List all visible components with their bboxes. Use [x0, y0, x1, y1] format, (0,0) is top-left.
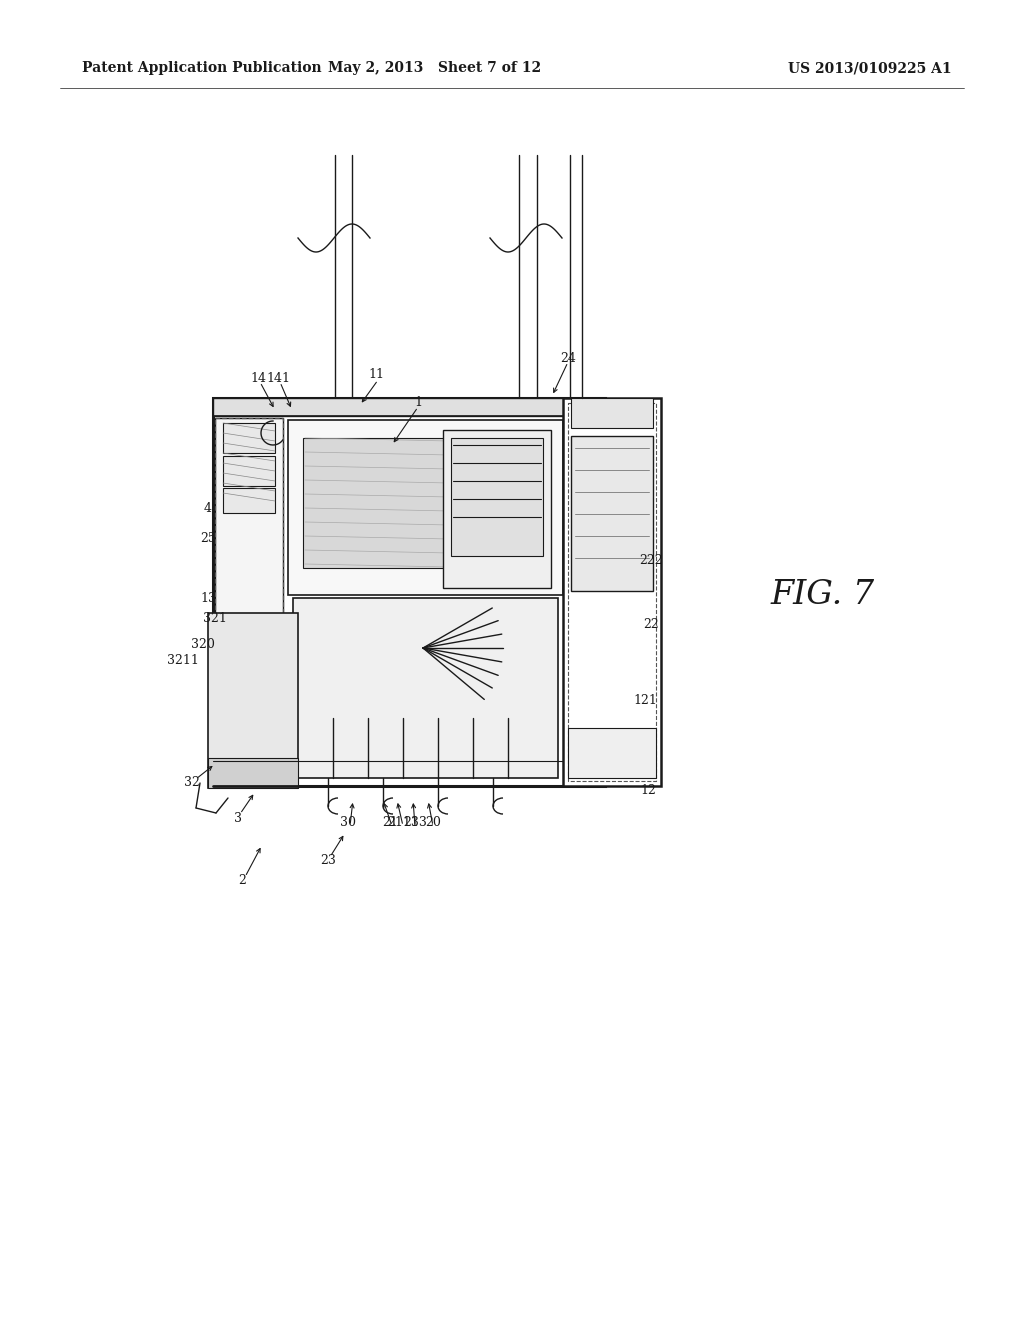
- Bar: [288, 420, 563, 595]
- Text: 2111: 2111: [387, 816, 419, 829]
- Text: US 2013/0109225 A1: US 2013/0109225 A1: [788, 61, 952, 75]
- Bar: [303, 438, 548, 568]
- Text: 121: 121: [633, 693, 657, 706]
- Text: 22: 22: [643, 618, 658, 631]
- Text: 24: 24: [560, 351, 575, 364]
- Bar: [451, 438, 543, 556]
- Bar: [208, 612, 298, 788]
- Text: 20: 20: [425, 816, 441, 829]
- Text: 32: 32: [184, 776, 200, 788]
- Text: 222: 222: [639, 553, 663, 566]
- Text: 320: 320: [191, 639, 215, 652]
- Text: 1: 1: [414, 396, 422, 409]
- Text: 14: 14: [250, 371, 266, 384]
- Text: FIG. 7: FIG. 7: [770, 579, 874, 611]
- Text: 3211: 3211: [167, 653, 199, 667]
- Bar: [571, 399, 653, 428]
- Bar: [443, 430, 551, 587]
- Bar: [568, 729, 656, 777]
- Bar: [223, 488, 275, 513]
- Bar: [223, 422, 275, 453]
- Text: Patent Application Publication: Patent Application Publication: [82, 61, 322, 75]
- Bar: [213, 399, 605, 416]
- Circle shape: [592, 663, 632, 704]
- Text: 11: 11: [368, 368, 384, 381]
- Bar: [293, 598, 558, 777]
- Bar: [223, 455, 275, 486]
- Text: 12: 12: [640, 784, 656, 796]
- Circle shape: [577, 648, 647, 718]
- Text: May 2, 2013   Sheet 7 of 12: May 2, 2013 Sheet 7 of 12: [329, 61, 542, 75]
- Text: 321: 321: [203, 611, 227, 624]
- Text: 30: 30: [340, 816, 356, 829]
- Bar: [563, 399, 662, 785]
- Bar: [213, 399, 605, 785]
- Text: 233: 233: [403, 816, 427, 829]
- Bar: [571, 436, 653, 591]
- Text: 4: 4: [204, 502, 212, 515]
- Text: 25: 25: [200, 532, 216, 544]
- Text: 3: 3: [234, 812, 242, 825]
- Text: 23: 23: [321, 854, 336, 866]
- Bar: [568, 403, 656, 781]
- Text: 21: 21: [382, 816, 398, 829]
- Bar: [208, 758, 298, 788]
- Text: 2: 2: [238, 874, 246, 887]
- Bar: [215, 418, 283, 628]
- Text: 141: 141: [266, 371, 290, 384]
- Bar: [215, 418, 283, 628]
- Text: 13: 13: [200, 591, 216, 605]
